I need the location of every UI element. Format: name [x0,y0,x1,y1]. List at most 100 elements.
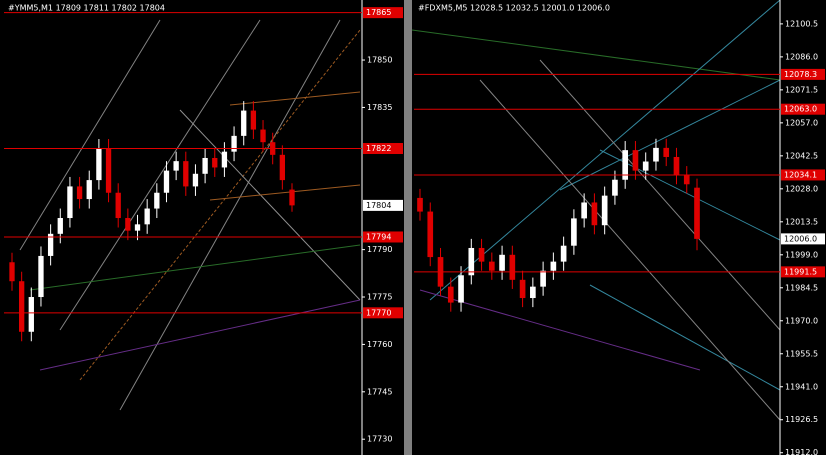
level-label-box [363,231,403,243]
level-label: 11991.5 [784,267,817,276]
channel-line [229,91,361,106]
level-label: 17794 [366,232,391,241]
y-tick-label: 11912.0 [785,448,818,455]
candle-body [458,275,464,303]
candle-body [417,197,423,212]
candle-body [115,192,121,219]
y-tick-label: 11970.0 [785,316,818,325]
candle-body [478,247,485,262]
y-tick-label: 12028.0 [785,184,818,193]
channel-line [179,109,361,301]
candle-body [202,157,208,174]
y-tick-label: 12086.0 [785,52,818,61]
candle-body [447,286,454,303]
y-tick-label: 17790 [367,245,392,254]
level-label: 17822 [366,144,391,153]
candle-body [86,180,92,200]
y-tick-label: 17850 [367,56,392,65]
candle-body [683,175,690,185]
level-label: 17865 [366,8,391,17]
candle-body [571,218,577,246]
candle-body [154,192,160,209]
candle-body [560,245,567,262]
candle-body [183,161,189,187]
y-tick-label: 12071.5 [785,85,818,94]
candle-body [694,187,700,239]
candle-body [612,179,618,196]
candle-body [632,150,639,171]
level-label-box [363,7,403,19]
candle-body [622,150,629,180]
level-label: 12078.3 [784,70,817,79]
candle-body [468,247,475,276]
moving-average [411,29,781,81]
candle-body [163,170,170,193]
candle-body [192,173,199,187]
moving-average [39,299,361,371]
panel-separator [404,0,412,455]
y-tick-label: 17760 [367,340,392,349]
y-tick-label: 17730 [367,435,392,444]
fan-line [589,284,781,391]
channel-line [209,184,361,201]
y-tick-label: 17835 [367,103,392,112]
candle-body [279,154,285,181]
candle-body [581,202,587,219]
y-tick-label: 17745 [367,387,392,396]
fan-line [429,0,781,301]
level-label-box [781,103,825,115]
candle-body [38,255,44,298]
candle-body [9,262,15,282]
y-tick-label: 11941.0 [785,382,818,391]
fan-line [59,19,261,331]
candle-body [601,195,608,226]
chart-title: #YMM5,M1 17809 17811 17802 17804 [8,4,165,13]
level-label: 12063.0 [784,105,817,114]
y-tick-label: 12100.5 [785,19,818,28]
chart-title: #FDXM5,M5 12028.5 12032.5 12001.0 12006.… [418,4,610,13]
candle-body [250,110,257,130]
candle-body [19,281,25,332]
candle-body [134,224,141,231]
candle-body [488,261,495,271]
y-tick-label: 11955.5 [785,349,818,358]
level-label-box [781,266,825,278]
y-tick-label: 11984.5 [785,283,818,292]
candle-body [591,202,598,226]
current-price-label: 12006.0 [784,234,817,243]
candle-body [663,147,670,157]
fan-line [559,79,781,191]
y-tick-label: 11926.5 [785,415,818,424]
level-label-box [363,143,403,155]
candle-body [144,208,150,225]
level-label: 12034.1 [784,170,817,179]
y-tick-label: 12057.0 [785,118,818,127]
candle-body [212,157,218,168]
candle-body [173,161,179,171]
level-label-box [781,169,825,181]
level-label-box [781,68,825,80]
candle-body [221,151,228,168]
candle-body [673,156,680,176]
y-tick-label: 12042.5 [785,151,818,160]
candle-body [530,286,536,299]
level-label: 17770 [366,308,391,317]
current-price-box [781,233,825,245]
fan-line [19,19,161,251]
candle-body [125,218,131,231]
candle-body [642,161,649,171]
fan-line [539,59,781,331]
candle-body [96,148,102,181]
candle-body [540,270,546,287]
fan-line [119,19,341,411]
y-tick-label: 17775 [367,293,392,302]
candle-body [509,254,516,280]
candle-body [260,129,266,143]
candle-body [653,147,659,162]
candle-body [231,135,237,152]
y-tick-label: 12013.5 [785,217,818,226]
candle-body [105,148,112,193]
fan-line [479,79,781,421]
level-label-box [363,307,403,319]
